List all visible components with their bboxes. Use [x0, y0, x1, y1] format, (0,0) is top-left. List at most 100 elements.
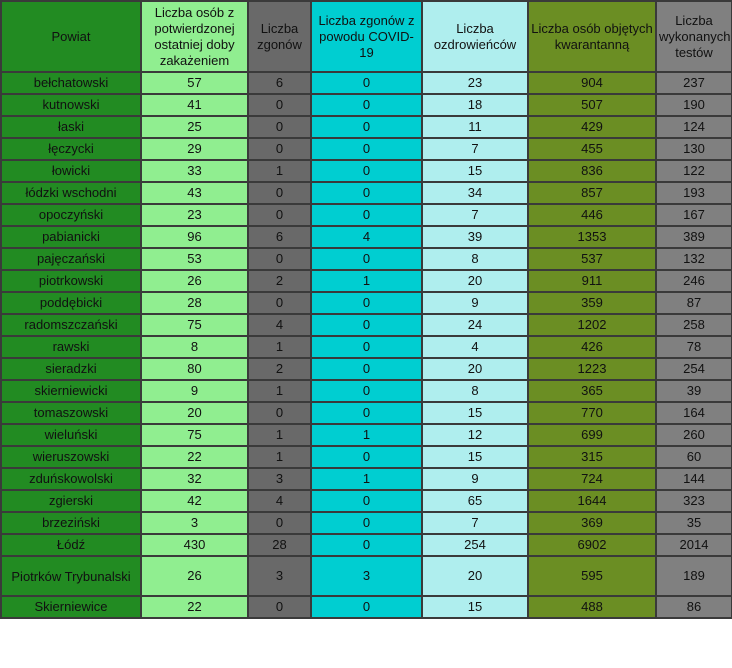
header-powiat: Powiat	[0, 0, 142, 73]
table-row: pabianicki 96 6 4 39 1353 389	[0, 225, 732, 249]
tests-cell: 193	[655, 181, 732, 205]
header-deaths: Liczba zgonów	[247, 0, 312, 73]
recovered-cell: 7	[421, 137, 529, 161]
covid-deaths-cell: 0	[310, 379, 423, 403]
new-cases-cell: 22	[140, 445, 249, 469]
header-row: Powiat Liczba osób z potwierdzonej ostat…	[0, 0, 732, 73]
table-row: sieradzki 80 2 0 20 1223 254	[0, 357, 732, 381]
covid-deaths-cell: 0	[310, 203, 423, 227]
tests-cell: 60	[655, 445, 732, 469]
powiat-cell: łowicki	[0, 159, 142, 183]
tests-cell: 132	[655, 247, 732, 271]
recovered-cell: 9	[421, 291, 529, 315]
table-row: łódzki wschodni 43 0 0 34 857 193	[0, 181, 732, 205]
recovered-cell: 11	[421, 115, 529, 139]
tests-cell: 39	[655, 379, 732, 403]
deaths-cell: 2	[247, 269, 312, 293]
table-row: poddębicki 28 0 0 9 359 87	[0, 291, 732, 315]
recovered-cell: 15	[421, 595, 529, 619]
tests-cell: 86	[655, 595, 732, 619]
quarantine-cell: 365	[527, 379, 657, 403]
recovered-cell: 18	[421, 93, 529, 117]
table-row: wieluński 75 1 1 12 699 260	[0, 423, 732, 447]
new-cases-cell: 26	[140, 269, 249, 293]
covid-deaths-cell: 0	[310, 533, 423, 557]
covid-deaths-cell: 0	[310, 115, 423, 139]
recovered-cell: 4	[421, 335, 529, 359]
new-cases-cell: 23	[140, 203, 249, 227]
powiat-cell: wieruszowski	[0, 445, 142, 469]
new-cases-cell: 22	[140, 595, 249, 619]
tests-cell: 260	[655, 423, 732, 447]
quarantine-cell: 1202	[527, 313, 657, 337]
deaths-cell: 6	[247, 71, 312, 95]
quarantine-cell: 724	[527, 467, 657, 491]
quarantine-cell: 699	[527, 423, 657, 447]
new-cases-cell: 32	[140, 467, 249, 491]
new-cases-cell: 43	[140, 181, 249, 205]
table-row: łaski 25 0 0 11 429 124	[0, 115, 732, 139]
quarantine-cell: 429	[527, 115, 657, 139]
covid-deaths-cell: 0	[310, 93, 423, 117]
covid-deaths-cell: 0	[310, 313, 423, 337]
recovered-cell: 7	[421, 511, 529, 535]
powiat-cell: pabianicki	[0, 225, 142, 249]
powiat-cell: poddębicki	[0, 291, 142, 315]
deaths-cell: 1	[247, 379, 312, 403]
covid-deaths-cell: 0	[310, 181, 423, 205]
new-cases-cell: 20	[140, 401, 249, 425]
recovered-cell: 15	[421, 159, 529, 183]
quarantine-cell: 488	[527, 595, 657, 619]
deaths-cell: 0	[247, 401, 312, 425]
deaths-cell: 0	[247, 595, 312, 619]
new-cases-cell: 53	[140, 247, 249, 271]
recovered-cell: 65	[421, 489, 529, 513]
table-row: piotrkowski 26 2 1 20 911 246	[0, 269, 732, 293]
quarantine-cell: 359	[527, 291, 657, 315]
quarantine-cell: 369	[527, 511, 657, 535]
new-cases-cell: 430	[140, 533, 249, 557]
deaths-cell: 1	[247, 335, 312, 359]
tests-cell: 167	[655, 203, 732, 227]
covid-deaths-cell: 1	[310, 467, 423, 491]
new-cases-cell: 42	[140, 489, 249, 513]
covid-deaths-cell: 0	[310, 595, 423, 619]
quarantine-cell: 836	[527, 159, 657, 183]
powiat-cell: Piotrków Trybunalski	[0, 555, 142, 597]
powiat-cell: wieluński	[0, 423, 142, 447]
deaths-cell: 4	[247, 313, 312, 337]
covid-deaths-cell: 0	[310, 137, 423, 161]
tests-cell: 190	[655, 93, 732, 117]
header-quarantine: Liczba osób objętych kwarantanną	[527, 0, 657, 73]
covid-deaths-cell: 4	[310, 225, 423, 249]
quarantine-cell: 455	[527, 137, 657, 161]
covid-deaths-cell: 3	[310, 555, 423, 597]
powiat-cell: kutnowski	[0, 93, 142, 117]
table-row: wieruszowski 22 1 0 15 315 60	[0, 445, 732, 469]
covid-deaths-cell: 0	[310, 445, 423, 469]
covid-deaths-cell: 0	[310, 357, 423, 381]
tests-cell: 144	[655, 467, 732, 491]
quarantine-cell: 911	[527, 269, 657, 293]
recovered-cell: 20	[421, 357, 529, 381]
tests-cell: 35	[655, 511, 732, 535]
covid-deaths-cell: 0	[310, 159, 423, 183]
new-cases-cell: 75	[140, 313, 249, 337]
deaths-cell: 1	[247, 423, 312, 447]
tests-cell: 130	[655, 137, 732, 161]
quarantine-cell: 1644	[527, 489, 657, 513]
quarantine-cell: 595	[527, 555, 657, 597]
table-row: brzeziński 3 0 0 7 369 35	[0, 511, 732, 535]
tests-cell: 124	[655, 115, 732, 139]
new-cases-cell: 33	[140, 159, 249, 183]
tests-cell: 189	[655, 555, 732, 597]
tests-cell: 122	[655, 159, 732, 183]
deaths-cell: 0	[247, 247, 312, 271]
powiat-cell: łaski	[0, 115, 142, 139]
table-row: rawski 8 1 0 4 426 78	[0, 335, 732, 359]
covid-deaths-cell: 0	[310, 401, 423, 425]
powiat-cell: sieradzki	[0, 357, 142, 381]
new-cases-cell: 75	[140, 423, 249, 447]
table-row: kutnowski 41 0 0 18 507 190	[0, 93, 732, 117]
deaths-cell: 3	[247, 555, 312, 597]
